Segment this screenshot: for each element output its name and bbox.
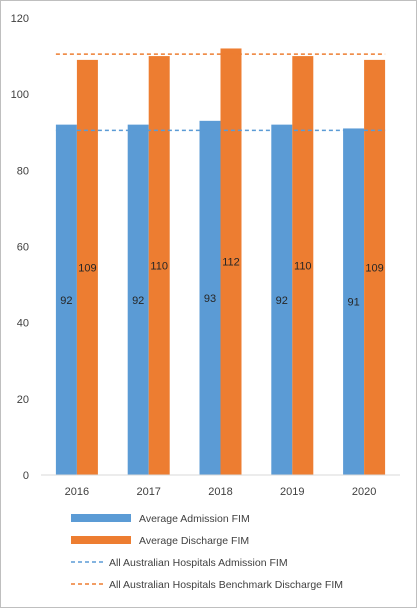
data-labels: 92 109 92 110 93 112 92 110 91 109 <box>60 257 384 309</box>
data-label: 112 <box>222 257 240 269</box>
bar-admission-2019 <box>271 124 293 475</box>
data-label: 110 <box>294 261 312 273</box>
y-tick-label: 40 <box>17 318 29 330</box>
y-tick-label: 60 <box>17 242 29 254</box>
x-tick-label: 2019 <box>280 486 304 498</box>
data-label: 109 <box>78 262 96 274</box>
x-axis: 2016 2017 2018 2019 2020 <box>65 486 377 498</box>
y-axis: 0 20 40 60 80 100 120 <box>11 13 29 482</box>
x-tick-label: 2020 <box>352 486 376 498</box>
benchmark-lines <box>55 53 386 132</box>
bar-discharge-2020 <box>364 59 386 476</box>
x-tick-label: 2017 <box>136 486 160 498</box>
data-label: 110 <box>150 261 168 273</box>
y-tick-label: 20 <box>17 394 29 406</box>
legend: Average Admission FIM Average Discharge F… <box>71 513 343 591</box>
legend-label: All Australian Hospitals Admission FIM <box>109 557 288 569</box>
data-label: 109 <box>365 262 383 274</box>
legend-swatch <box>71 514 131 522</box>
data-label: 92 <box>60 295 72 307</box>
x-tick-label: 2018 <box>208 486 232 498</box>
bar-series <box>55 48 386 476</box>
data-label: 92 <box>132 295 144 307</box>
data-label: 93 <box>204 293 216 305</box>
bar-admission-2018 <box>199 120 221 475</box>
bar-admission-2017 <box>127 124 149 475</box>
bar-discharge-2019 <box>292 56 314 475</box>
bar-discharge-2016 <box>76 59 98 476</box>
x-tick-label: 2016 <box>65 486 89 498</box>
legend-label: Average Admission FIM <box>139 513 250 525</box>
data-label: 92 <box>276 295 288 307</box>
bar-admission-2020 <box>343 128 365 476</box>
bar-discharge-2018 <box>220 48 242 475</box>
legend-label: Average Discharge FIM <box>139 535 249 547</box>
legend-swatch <box>71 536 131 544</box>
bar-admission-2016 <box>55 124 77 475</box>
y-tick-label: 0 <box>23 470 29 482</box>
y-tick-label: 120 <box>11 13 29 25</box>
y-tick-label: 100 <box>11 89 29 101</box>
y-tick-label: 80 <box>17 165 29 177</box>
bar-discharge-2017 <box>148 56 170 475</box>
legend-label: All Australian Hospitals Benchmark Disch… <box>109 579 343 591</box>
data-label: 91 <box>347 297 359 309</box>
